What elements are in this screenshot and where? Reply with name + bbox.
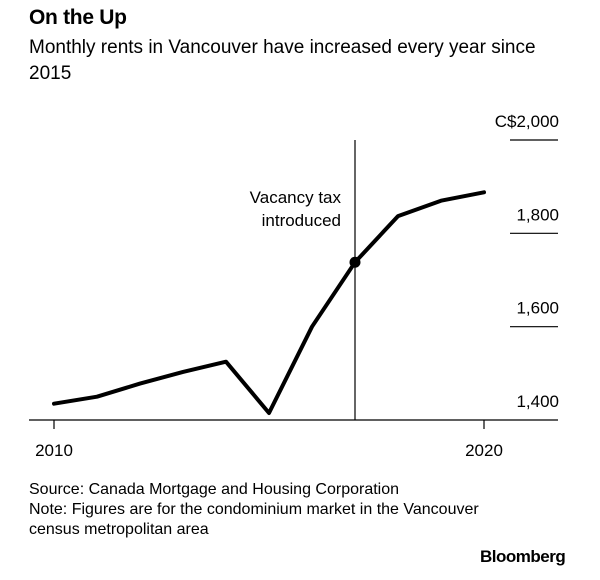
chart-footer: Source: Canada Mortgage and Housing Corp… bbox=[29, 480, 479, 540]
chart-title: On the Up bbox=[29, 6, 127, 29]
y-tick-label: 1,600 bbox=[516, 299, 559, 318]
y-tick-label: 1,800 bbox=[516, 205, 559, 224]
source-note: Source: Canada Mortgage and Housing Corp… bbox=[29, 481, 400, 498]
data-note: Note: Figures are for the condominium ma… bbox=[29, 501, 479, 538]
annotation-label-line: Vacancy tax bbox=[250, 188, 342, 207]
y-tick-label: C$2,000 bbox=[495, 112, 559, 131]
y-tick-label: 1,400 bbox=[516, 392, 559, 411]
chart-subtitle: Monthly rents in Vancouver have increase… bbox=[29, 37, 536, 84]
x-tick-labels: 2010 2020 bbox=[35, 441, 503, 460]
series-line bbox=[52, 190, 486, 415]
y-tick-labels: 1,400 1,600 1,800 C$2,000 bbox=[495, 112, 559, 411]
bloomberg-logo: Bloomberg bbox=[480, 547, 566, 566]
line-chart: 1,400 1,600 1,800 C$2,000 2010 2020 Vacancy … bbox=[29, 112, 559, 460]
x-tick-label: 2020 bbox=[465, 441, 503, 460]
y-gridlines bbox=[510, 139, 558, 328]
annotation-label-line: introduced bbox=[262, 211, 341, 230]
x-tick-label: 2010 bbox=[35, 441, 73, 460]
annotation-label: Vacancy tax introduced bbox=[250, 188, 342, 230]
annotation-marker bbox=[349, 256, 361, 268]
x-ticks bbox=[53, 420, 485, 429]
